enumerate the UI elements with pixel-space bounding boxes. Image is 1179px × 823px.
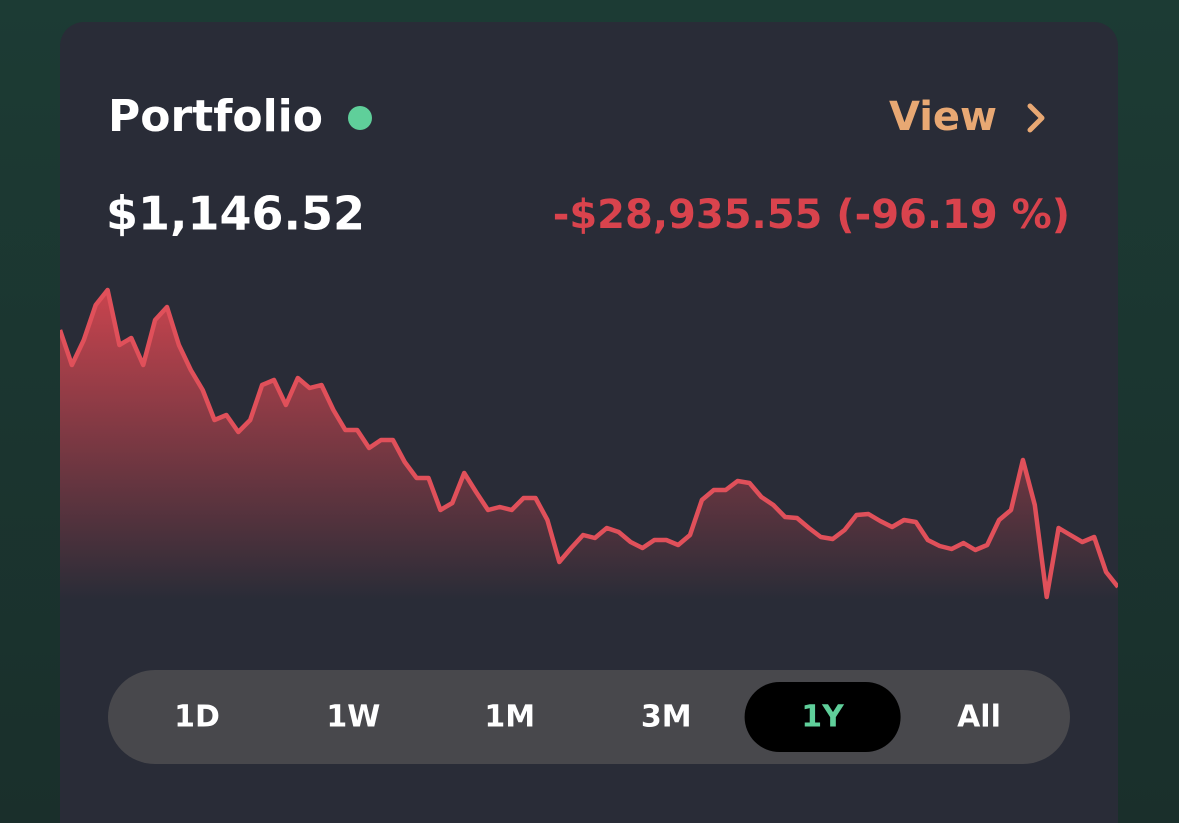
tab-label[interactable]: 1Y xyxy=(801,700,845,735)
tab-label[interactable]: All xyxy=(957,700,1001,735)
tab-label[interactable]: 1W xyxy=(326,700,380,735)
view-link[interactable]: View xyxy=(889,94,1045,140)
tab-label[interactable]: 1D xyxy=(174,700,220,735)
title: Portfolio xyxy=(108,91,323,142)
tab-active-pill[interactable] xyxy=(744,682,901,752)
tab-label[interactable]: 3M xyxy=(641,700,692,735)
tab-label[interactable]: 1M xyxy=(484,700,535,735)
chevron[interactable] xyxy=(1027,103,1045,133)
price-line xyxy=(60,287,1118,600)
tab-bar xyxy=(108,670,1070,764)
area-fill xyxy=(60,290,1118,600)
status-dot xyxy=(348,106,372,130)
portfolio-change: -$28,935.55 (-96.19 %) xyxy=(553,192,1070,238)
portfolio-value: $1,146.52 xyxy=(106,187,365,241)
chart xyxy=(60,287,1118,600)
view-label[interactable]: View xyxy=(889,94,997,140)
tabs: 1D 1W 1M 3M 1Y All xyxy=(174,682,1001,752)
card xyxy=(60,22,1118,823)
